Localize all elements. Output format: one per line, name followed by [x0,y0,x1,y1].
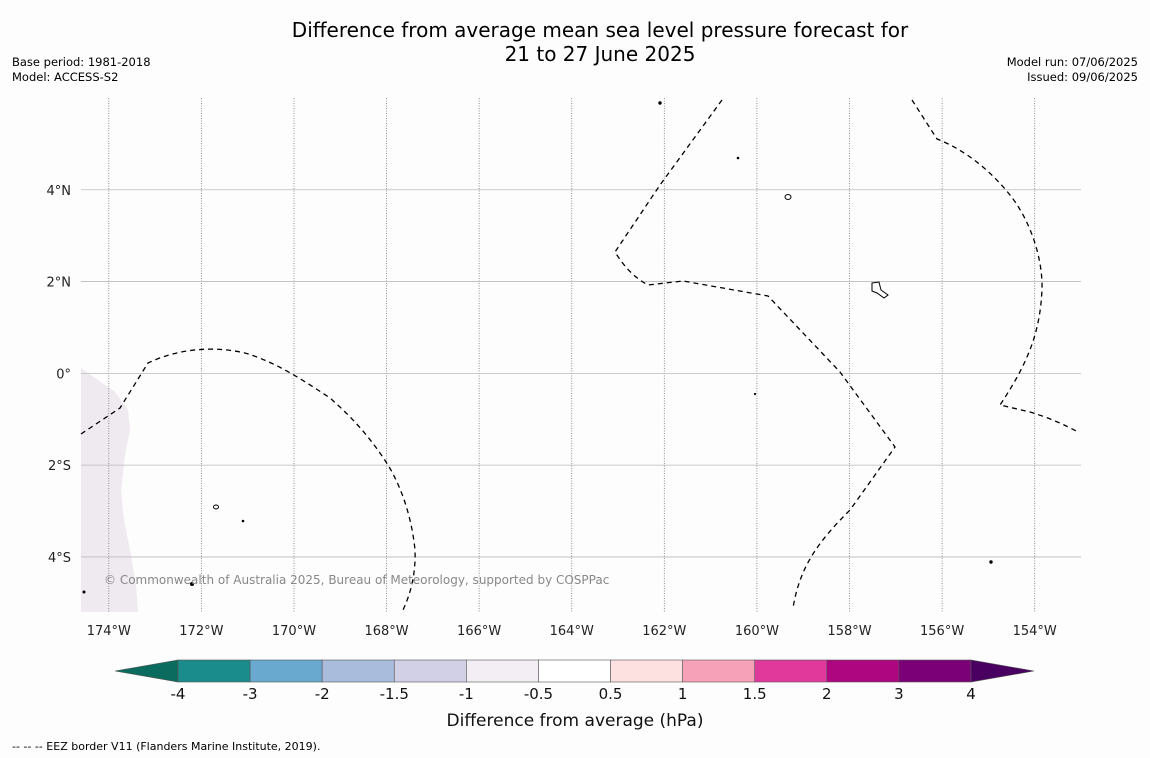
island [213,504,219,510]
anomaly-shading [81,368,138,612]
island [784,194,792,200]
base-period: Base period: 1981-2018 [12,55,151,69]
colorbar-bin [177,659,251,683]
colorbar-bin [321,659,395,683]
colorbar-bin [682,659,756,683]
lon-tick-label: 166°W [457,624,501,639]
title-line-2: 21 to 27 June 2025 [504,42,696,66]
colorbar-bin [249,659,323,683]
colorbar-tick-label: 2 [822,685,832,703]
colorbar-tick-label: -1.5 [380,685,409,703]
island [241,519,245,523]
eez-borders [80,99,1079,611]
copyright-text: © Commonwealth of Australia 2025, Bureau… [104,573,609,587]
island [871,281,889,299]
island [190,582,194,586]
colorbar-bin [826,659,900,683]
lon-tick-label: 170°W [272,624,316,639]
island [658,101,662,105]
model-name: Model: ACCESS-S2 [12,70,119,84]
meta-right: Model run: 07/06/2025 Issued: 09/06/2025 [1007,55,1138,85]
lon-tick-label: 154°W [1013,624,1057,639]
lon-tick-label: 164°W [550,624,594,639]
island [82,590,86,594]
colorbar-title: Difference from average (hPa) [447,711,704,731]
colorbar-max-extension [970,659,1035,683]
colorbar-tick-label: 0.5 [599,685,623,703]
colorbar-bin [393,659,467,683]
grid-lines [81,98,1081,612]
colorbar-bin [466,659,539,683]
eez-legend-note: -- -- -- EEZ border V11 (Flanders Marine… [12,740,321,753]
colorbar-tick-label: 1.5 [743,685,767,703]
colorbar-tick-label: 1 [678,685,688,703]
colorbar-bin [610,659,683,683]
lon-tick-label: 172°W [179,624,223,639]
island [753,392,757,396]
lon-tick-label: 168°W [364,624,408,639]
colorbar-bin [538,659,611,683]
eez-border-west [80,348,416,611]
eez-border-east [911,99,1079,433]
lon-tick-label: 162°W [642,624,686,639]
issued-date: Issued: 09/06/2025 [1027,70,1138,84]
lat-tick-label: 0° [56,367,71,382]
islands [82,101,993,594]
lat-tick-label: 2°N [47,276,72,291]
map-area: 174°W 172°W 170°W 168°W 166°W 164°W 162°W 160°W… [47,98,1081,639]
title-line-1: Difference from average mean sea level p… [291,18,909,42]
colorbar-min-extension [114,659,179,683]
lat-tick-label: 2°S [48,459,71,474]
colorbar-tick-label: 4 [966,685,976,703]
meta-left: Base period: 1981-2018 Model: ACCESS-S2 [12,55,151,85]
lon-tick-label: 174°W [87,624,131,639]
island [736,156,740,160]
colorbar-tick-label: -0.5 [524,685,553,703]
lon-tick-label: 160°W [735,624,779,639]
lat-tick-label: 4°S [48,551,71,566]
tick-labels: 174°W 172°W 170°W 168°W 166°W 164°W 162°W 160°W… [47,184,1057,639]
eez-border-central [614,99,896,609]
colorbar-tick-label: -2 [315,685,330,703]
colorbar: -4 -3 -2 -1.5 -1 -0.5 0.5 1 1.5 2 3 4 [114,659,1035,703]
colorbar-bin [898,659,972,683]
model-run: Model run: 07/06/2025 [1006,55,1138,69]
island [989,560,993,564]
lon-tick-label: 156°W [920,624,964,639]
lon-tick-label: 158°W [827,624,871,639]
colorbar-tick-label: 3 [894,685,904,703]
colorbar-tick-label: -1 [459,685,474,703]
map-title: Difference from average mean sea level p… [0,18,1150,66]
lat-tick-label: 4°N [47,184,72,199]
colorbar-bin [754,659,828,683]
colorbar-tick-label: -3 [243,685,258,703]
colorbar-tick-label: -4 [171,685,186,703]
